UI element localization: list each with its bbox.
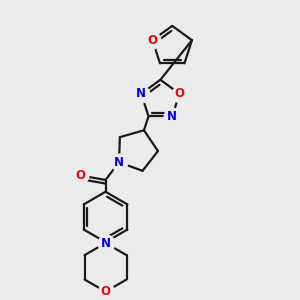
Text: O: O — [175, 87, 184, 100]
Text: N: N — [114, 156, 124, 169]
Text: N: N — [167, 110, 177, 123]
Text: O: O — [75, 169, 85, 182]
Text: O: O — [148, 34, 158, 47]
Text: N: N — [100, 236, 111, 250]
Text: O: O — [100, 285, 111, 298]
Text: N: N — [136, 87, 146, 100]
